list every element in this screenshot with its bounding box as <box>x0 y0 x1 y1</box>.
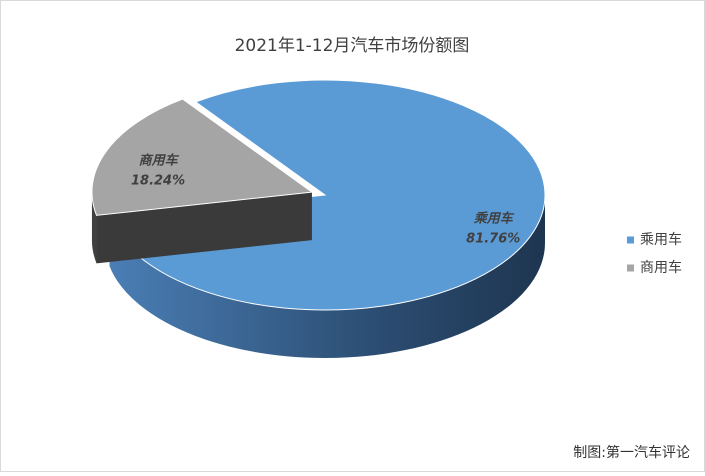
slice-side <box>109 195 545 359</box>
slice-top <box>108 79 546 311</box>
data-label-name: 乘用车 <box>474 211 515 227</box>
legend-swatch <box>627 264 634 272</box>
pie-slice <box>91 98 314 264</box>
legend-label: 商用车 <box>640 259 682 276</box>
slice-top <box>91 98 314 216</box>
legend-label: 乘用车 <box>640 231 682 248</box>
slice-side <box>91 192 97 264</box>
data-label-value: 18.24% <box>131 173 185 188</box>
data-label-value: 81.76% <box>466 232 520 247</box>
chart-note: 制图:第一汽车评论 <box>573 444 690 461</box>
legend-swatch <box>627 236 634 244</box>
data-label-name: 商用车 <box>139 152 180 168</box>
pie-slice <box>108 79 546 359</box>
chart-title: 2021年1-12月汽车市场份额图 <box>235 36 470 56</box>
